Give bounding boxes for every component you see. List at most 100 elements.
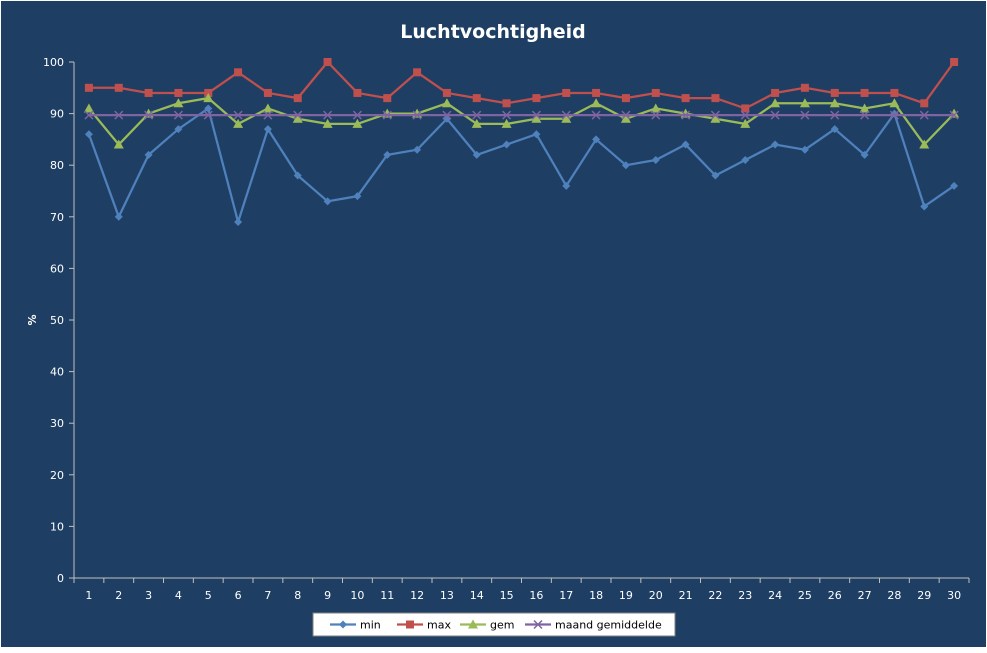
data-point [592,135,601,144]
data-point [919,110,929,120]
data-point [830,125,839,134]
data-point [771,140,780,149]
data-point [502,140,511,149]
x-tick-label: 26 [828,589,842,602]
data-point [621,161,630,170]
data-point [920,202,929,211]
data-point [859,103,870,113]
x-tick-label: 17 [559,589,573,602]
data-point [532,94,541,103]
y-axis-label: % [26,314,39,325]
series-line [87,106,955,226]
x-tick-label: 25 [798,589,812,602]
data-point [711,94,720,103]
y-tick-label: 50 [50,314,64,327]
data-point [562,181,571,190]
x-tick-label: 12 [410,589,424,602]
data-point [561,113,572,123]
data-point [621,110,631,120]
x-tick-label: 11 [380,589,394,602]
x-tick-label: 2 [115,589,122,602]
x-tick-label: 24 [768,589,782,602]
legend-label: min [360,619,381,632]
data-point [591,98,602,108]
legend: min max gem maand gemiddelde [312,612,676,637]
legend-item: maand gemiddelde [525,619,662,632]
data-point [651,88,660,97]
data-point [800,110,810,120]
data-point [741,156,750,165]
legend-swatch-marker [339,620,347,629]
data-point [950,181,959,190]
data-point [592,88,601,97]
data-point [204,104,213,113]
data-point [114,110,124,120]
data-point [799,98,810,108]
y-tick-label: 70 [50,211,64,224]
data-point [860,150,869,159]
data-point [263,110,273,120]
data-point [441,98,452,108]
data-point [650,103,661,113]
y-tick-label: 100 [43,56,64,69]
data-point [860,110,870,120]
data-point [829,98,840,108]
legend-label: max [427,619,451,632]
series-group [83,58,960,226]
x-tick-label: 20 [649,589,663,602]
data-point [203,110,213,120]
data-point [890,88,899,97]
data-point [681,110,691,120]
data-point [710,113,721,123]
data-point [561,110,571,120]
data-point [292,113,303,123]
x-tick-label: 22 [708,589,722,602]
x-tick-label: 14 [470,589,484,602]
x-tick-label: 8 [294,589,301,602]
y-tick-label: 10 [50,520,64,533]
series-max [84,58,959,113]
series-min [84,104,959,226]
data-point [681,140,690,149]
data-point [203,93,214,103]
y-tick-label: 20 [50,469,64,482]
data-point [322,118,333,128]
x-tick-label: 9 [324,589,331,602]
legend-swatch-marker [533,619,543,630]
data-point [262,103,273,113]
data-point [114,212,123,221]
data-point [353,88,362,97]
data-point [293,171,302,180]
data-point [800,83,809,92]
data-point [442,88,451,97]
data-point [920,99,929,108]
x-tick-label: 6 [235,589,242,602]
data-point [501,118,512,128]
data-point [860,88,869,97]
data-point [352,110,362,120]
series-maand-gemiddelde [84,110,959,120]
data-point [830,88,839,97]
data-point [114,83,123,92]
x-tick-label: 13 [440,589,454,602]
data-point [621,94,630,103]
data-point [740,118,751,128]
data-point [442,110,452,120]
data-point [502,99,511,108]
x-tick-label: 21 [679,589,693,602]
x-tick-label: 28 [887,589,901,602]
x-tick-label: 30 [947,589,961,602]
series-line [88,60,955,110]
legend-item: min [330,619,381,632]
data-point [830,110,840,120]
data-point [770,98,781,108]
data-point [323,110,333,120]
data-point [113,139,124,149]
x-tick-label: 10 [350,589,364,602]
data-point [710,110,720,120]
x-tick-label: 16 [529,589,543,602]
data-point [204,88,213,97]
data-point [352,118,363,128]
data-point [741,104,750,113]
